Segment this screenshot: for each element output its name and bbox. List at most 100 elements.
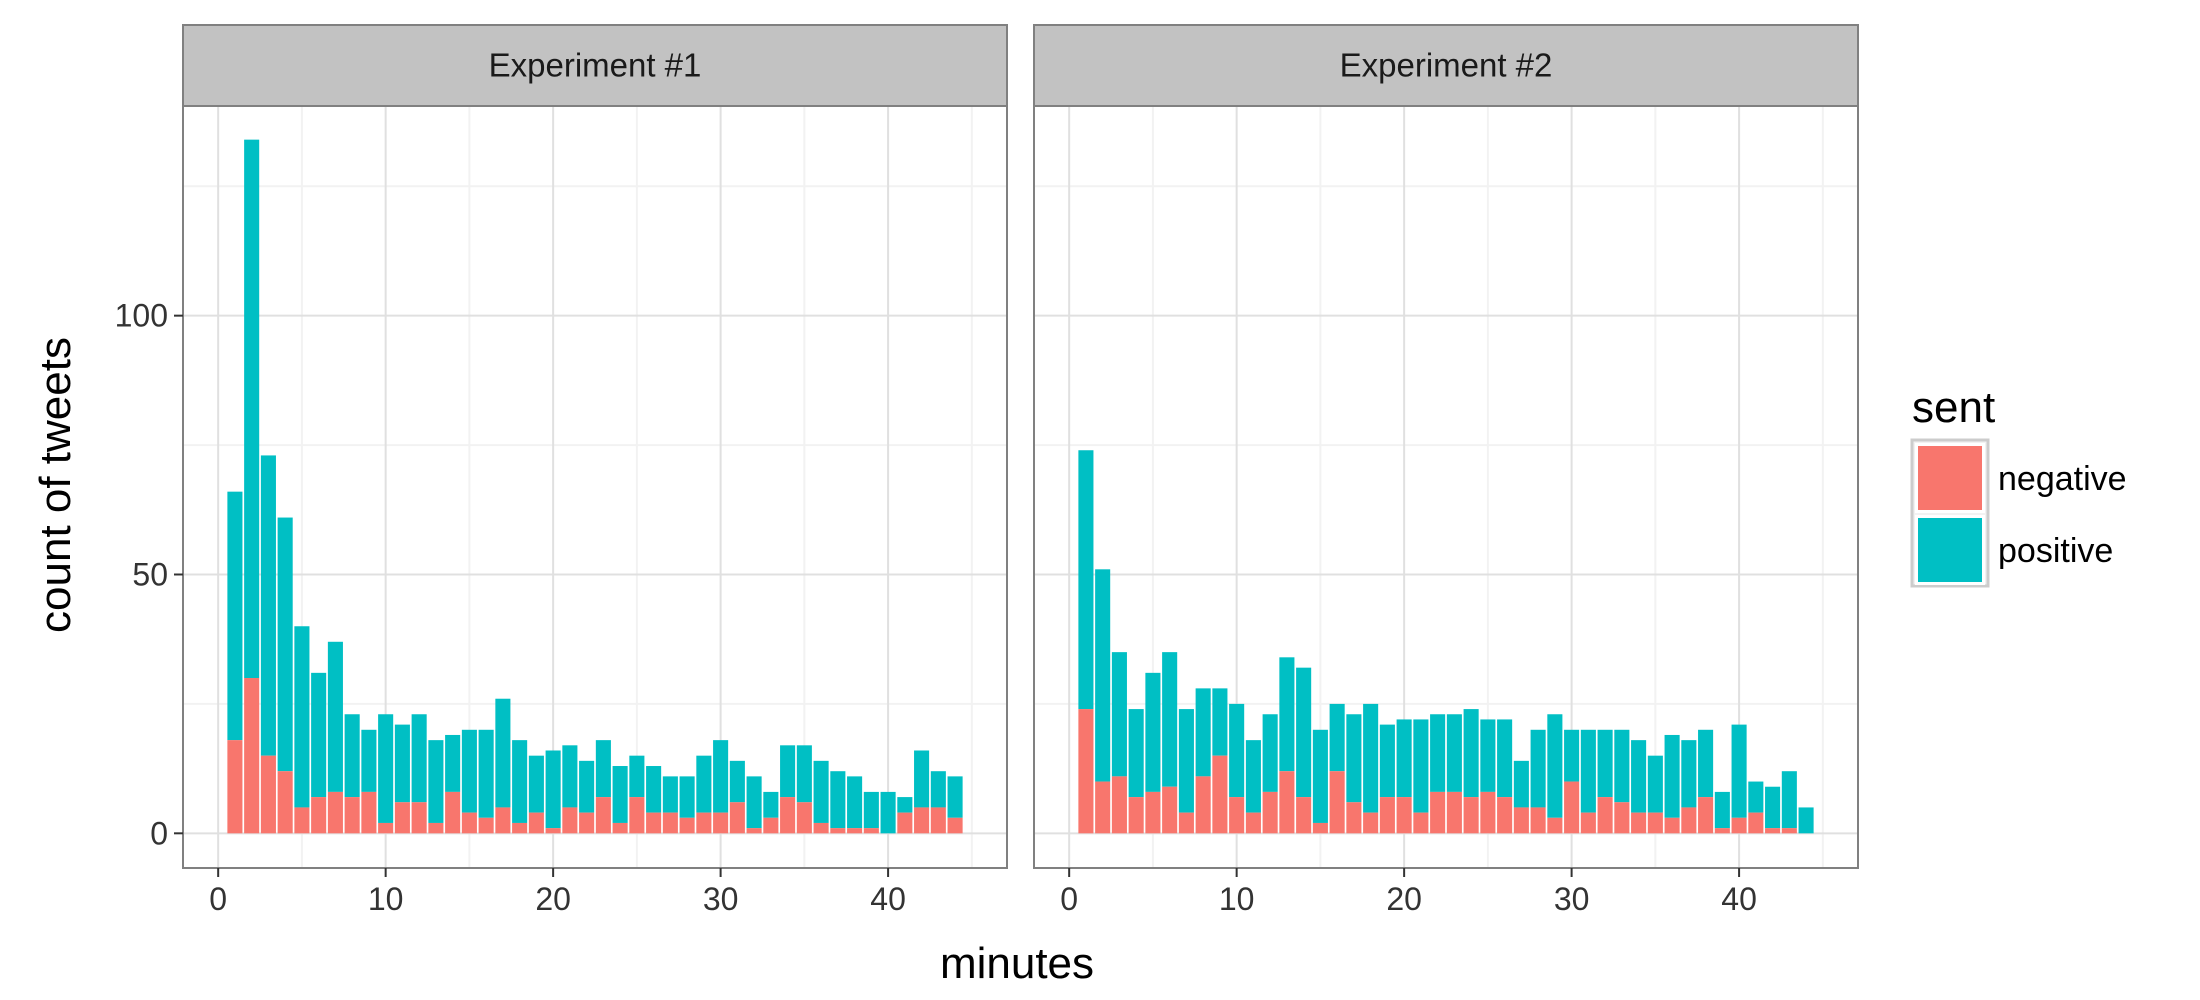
bar-positive — [461, 729, 477, 813]
bar-positive — [411, 714, 427, 803]
bar-positive — [1580, 729, 1596, 813]
bar-positive — [595, 740, 611, 798]
bar-positive — [1631, 740, 1647, 813]
bar-negative — [629, 797, 645, 834]
y-tick-label: 50 — [132, 556, 168, 592]
bar-positive — [478, 729, 494, 818]
bar-negative — [1145, 791, 1161, 834]
bar-positive — [1312, 729, 1328, 823]
y-axis-title: count of tweets — [31, 337, 80, 633]
bar-positive — [1111, 652, 1127, 777]
facet-strip — [182, 24, 1008, 107]
bar-positive — [1162, 652, 1178, 787]
panel-1: Experiment #1 0 10 20 30 40 — [182, 24, 1008, 917]
bar-positive — [1229, 703, 1245, 798]
bar-negative — [1731, 817, 1747, 834]
bar-positive — [629, 755, 645, 798]
bar-positive — [1279, 657, 1295, 772]
bar-positive — [1363, 703, 1379, 813]
x-tick-label: 20 — [1386, 881, 1422, 917]
bar-positive — [1396, 719, 1412, 798]
x-axis: 0 10 20 30 40 — [209, 868, 906, 917]
bar-negative — [863, 828, 879, 834]
panel-2: Experiment #2 0 10 20 30 40 — [1033, 24, 1859, 917]
bar-positive — [311, 672, 327, 798]
bar-negative — [579, 812, 595, 834]
bar-positive — [562, 745, 578, 808]
bar-negative — [528, 812, 544, 834]
bar-positive — [1095, 569, 1111, 782]
bar-negative — [914, 807, 930, 834]
bar-negative — [1781, 828, 1797, 834]
bar-negative — [1597, 797, 1613, 834]
bar-negative — [897, 812, 913, 834]
bar-negative — [327, 791, 343, 834]
bar-positive — [1530, 729, 1546, 808]
bar-positive — [227, 491, 243, 741]
bar-negative — [947, 817, 963, 834]
legend: sent negative positive — [1910, 383, 2127, 588]
bar-positive — [713, 740, 729, 813]
bar-negative — [1296, 797, 1312, 834]
bar-positive — [880, 791, 896, 834]
bar-negative — [813, 822, 829, 834]
bar-negative — [930, 807, 946, 834]
bar-positive — [796, 745, 812, 803]
bar-positive — [1765, 786, 1781, 829]
bar-negative — [1664, 817, 1680, 834]
bar-positive — [1614, 729, 1630, 803]
bar-negative — [1178, 812, 1194, 834]
bar-positive — [1346, 714, 1362, 803]
bar-negative — [713, 812, 729, 834]
bar-positive — [1212, 688, 1228, 756]
bar-negative — [512, 822, 528, 834]
y-tick-label: 100 — [115, 298, 168, 334]
bar-positive — [445, 734, 461, 792]
legend-key-positive — [1918, 518, 1982, 582]
facet-strip-label: Experiment #1 — [489, 47, 702, 84]
bar-positive — [1798, 807, 1814, 834]
x-tick-label: 30 — [1554, 881, 1590, 917]
bar-positive — [244, 139, 260, 679]
bar-positive — [378, 714, 394, 823]
y-axis: 0 50 100 — [115, 298, 183, 851]
x-tick-label: 10 — [368, 881, 404, 917]
bar-positive — [1480, 719, 1496, 792]
bar-negative — [1379, 797, 1395, 834]
bar-positive — [1446, 714, 1462, 792]
bar-positive — [1329, 703, 1345, 772]
bar-positive — [1781, 771, 1797, 829]
x-axis-title: minutes — [940, 939, 1094, 988]
minor-gridlines — [183, 106, 1007, 868]
bar-positive — [1430, 714, 1446, 792]
legend-title: sent — [1912, 383, 1995, 432]
bar-positive — [847, 776, 863, 829]
bar-negative — [1463, 797, 1479, 834]
x-tick-label: 40 — [870, 881, 906, 917]
bar-positive — [1698, 729, 1714, 798]
bar-positive — [1664, 734, 1680, 818]
bar-negative — [1212, 755, 1228, 834]
bar-positive — [679, 776, 695, 818]
bar-positive — [512, 740, 528, 823]
bar-negative — [1580, 812, 1596, 834]
bar-negative — [595, 797, 611, 834]
bar-positive — [1128, 709, 1144, 798]
bar-positive — [813, 760, 829, 823]
bar-negative — [1095, 781, 1111, 834]
bar-positive — [1513, 760, 1529, 808]
legend-key-negative — [1918, 446, 1982, 510]
bar-positive — [897, 797, 913, 813]
bar-negative — [1279, 771, 1295, 834]
bar-negative — [378, 822, 394, 834]
bar-negative — [1681, 807, 1697, 834]
y-tick-label: 0 — [150, 815, 168, 851]
bar-positive — [545, 750, 561, 829]
bar-negative — [1480, 791, 1496, 834]
bar-positive — [1296, 667, 1312, 798]
bar-negative — [277, 771, 293, 834]
bar-negative — [763, 817, 779, 834]
bar-positive — [1078, 450, 1094, 710]
bar-negative — [344, 797, 360, 834]
